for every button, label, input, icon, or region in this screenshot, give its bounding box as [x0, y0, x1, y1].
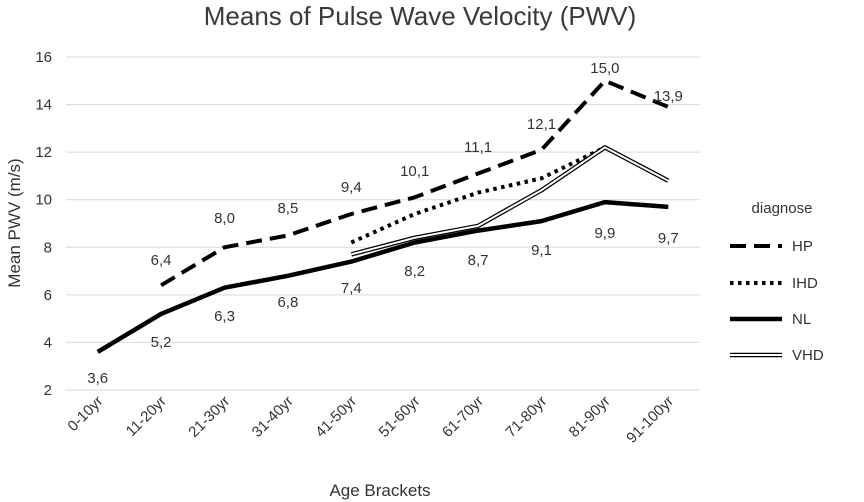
x-tick-label: 91-100yr [623, 393, 677, 447]
data-label-nl: 6,8 [277, 294, 298, 311]
data-label-hp: 10,1 [400, 163, 429, 180]
legend-item-hp: HP [730, 238, 813, 255]
y-tick-label: 4 [44, 334, 52, 351]
x-axis-ticks: 0-10yr 11-20yr 21-30yr 31-40yr 41-50yr 51-60y… [64, 393, 677, 447]
legend-label-nl: NL [792, 311, 811, 328]
y-axis-ticks: 2 4 6 8 10 12 14 16 [35, 49, 52, 399]
legend-item-nl: NL [730, 311, 811, 328]
data-labels: 6,4 8,0 8,5 9,4 10,1 11,1 12,1 15,0 13,9 3,6 5,2 6,… [87, 60, 683, 387]
data-label-hp: 13,9 [654, 88, 683, 105]
y-tick-label: 16 [35, 49, 52, 66]
y-tick-label: 10 [35, 192, 52, 209]
series-vhd-path-inner [351, 146, 669, 256]
legend-title: diagnose [752, 200, 813, 217]
x-tick-label: 71-80yr [502, 393, 550, 441]
data-label-hp: 11,1 [464, 139, 492, 156]
data-label-nl: 5,2 [151, 334, 172, 351]
series-nl-line [96, 199, 669, 354]
y-axis-title: Mean PWV (m/s) [5, 158, 24, 287]
data-label-nl: 8,2 [404, 263, 425, 280]
data-label-nl: 9,1 [531, 242, 552, 259]
data-label-nl: 6,3 [214, 308, 235, 325]
series-vhd-line [350, 145, 670, 257]
x-tick-label: 41-50yr [312, 393, 360, 441]
x-tick-label: 31-40yr [249, 393, 297, 441]
y-tick-label: 8 [44, 239, 52, 256]
x-tick-label: 11-20yr [123, 393, 170, 440]
x-tick-label: 21-30yr [185, 393, 233, 441]
series-ihd-path [350, 145, 606, 245]
series-lines [96, 78, 670, 354]
series-ihd-line [350, 145, 606, 245]
data-label-nl: 9,9 [594, 225, 615, 242]
legend-label-ihd: IHD [792, 275, 818, 292]
x-tick-label: 61-70yr [439, 393, 487, 441]
y-tick-label: 14 [35, 97, 52, 114]
y-tick-label: 6 [44, 287, 52, 304]
series-nl-path [96, 199, 669, 354]
data-label-hp: 12,1 [527, 116, 556, 133]
legend: diagnose HP IHD NL VHD [730, 200, 824, 364]
data-label-nl: 3,6 [87, 370, 108, 387]
y-tick-label: 2 [44, 382, 52, 399]
data-label-nl: 7,4 [341, 280, 362, 297]
data-label-hp: 15,0 [590, 60, 619, 77]
data-label-hp: 9,4 [341, 179, 362, 196]
gridlines [66, 56, 700, 391]
x-tick-label: 81-90yr [566, 393, 614, 441]
series-hp-path [160, 78, 670, 288]
chart-title: Means of Pulse Wave Velocity (PWV) [204, 1, 637, 31]
x-tick-label: 0-10yr [64, 393, 106, 435]
data-label-nl: 9,7 [658, 230, 679, 247]
data-label-hp: 6,4 [151, 252, 172, 269]
data-label-hp: 8,5 [277, 200, 298, 217]
data-label-hp: 8,0 [214, 210, 235, 227]
x-tick-label: 51-60yr [376, 393, 424, 441]
y-tick-label: 12 [35, 144, 52, 161]
legend-label-hp: HP [792, 238, 813, 255]
x-axis-title: Age Brackets [329, 481, 430, 500]
series-hp-line [160, 78, 670, 288]
legend-item-ihd: IHD [730, 275, 818, 292]
legend-item-vhd: VHD [730, 347, 824, 364]
data-label-nl: 8,7 [468, 252, 489, 269]
legend-label-vhd: VHD [792, 347, 824, 364]
